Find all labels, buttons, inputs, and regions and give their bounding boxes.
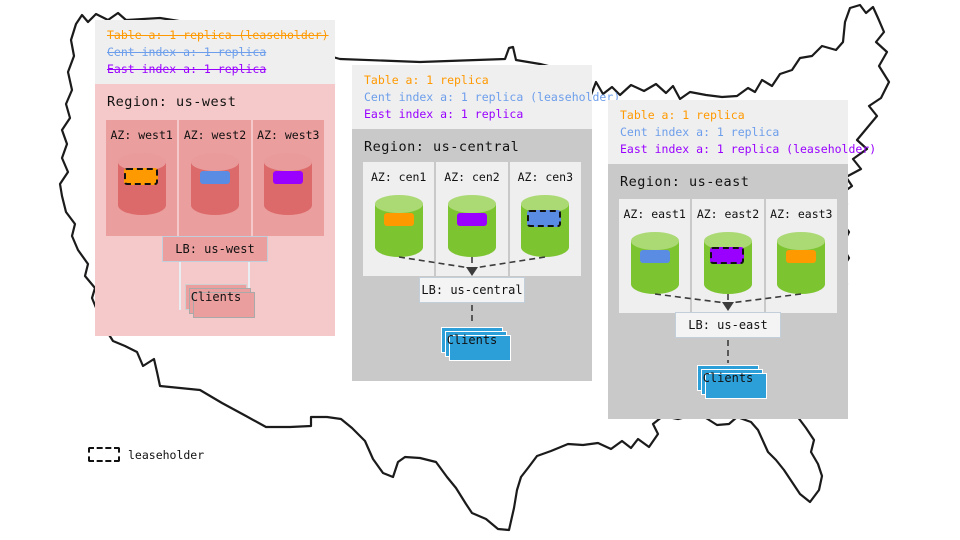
replica-line: East index a: 1 replica — [364, 107, 524, 121]
region-box-us-central: Region: us-central AZ: cen1 AZ: cen2 — [352, 129, 592, 381]
database-cylinder — [703, 232, 752, 294]
replica-chip — [709, 247, 744, 264]
database-cylinder — [374, 195, 423, 257]
region-box-us-east: Region: us-east AZ: east1 AZ: east2 — [608, 164, 848, 419]
database-cylinder — [190, 153, 239, 215]
replica-chip — [786, 250, 817, 263]
replica-chip — [527, 210, 562, 227]
load-balancer-us-east: LB: us-east — [675, 312, 781, 338]
az-label: AZ: cen2 — [444, 170, 500, 184]
replica-info-us-west: Table a: 1 replica (leaseholder) Cent in… — [95, 20, 335, 84]
az-panel-east2: AZ: east2 — [692, 199, 764, 313]
region-group-us-east: Table a: 1 replica Cent index a: 1 repli… — [608, 100, 877, 419]
replica-line: Table a: 1 replica — [620, 108, 745, 122]
az-label: AZ: west2 — [183, 128, 247, 142]
replica-line: Cent index a: 1 replica — [107, 45, 267, 59]
leaseholder-swatch-icon — [88, 447, 120, 462]
region-group-us-central: Table a: 1 replica Cent index a: 1 repli… — [352, 65, 621, 381]
az-label: AZ: east1 — [623, 207, 686, 221]
legend: leaseholder — [88, 447, 204, 462]
az-panel-east3: AZ: east3 — [765, 199, 837, 313]
replica-chip — [639, 250, 670, 263]
cylinder-top — [521, 195, 570, 213]
cylinder-top — [117, 153, 166, 171]
replica-line: East index a: 1 replica (leaseholder) — [620, 142, 877, 156]
replica-line: Table a: 1 replica (leaseholder) — [107, 28, 329, 42]
legend-label: leaseholder — [128, 447, 205, 462]
az-panel-west1: AZ: west1 — [106, 120, 178, 236]
region-title: Region: us-central — [364, 139, 520, 155]
replica-line: East index a: 1 replica — [107, 62, 267, 76]
region-group-us-west: Table a: 1 replica (leaseholder) Cent in… — [95, 20, 335, 336]
replica-line: Cent index a: 1 replica — [620, 125, 780, 139]
az-label: AZ: west1 — [110, 128, 173, 142]
database-cylinder — [117, 153, 166, 215]
database-cylinder — [777, 232, 826, 294]
az-panel-cen3: AZ: cen3 — [509, 162, 581, 276]
database-cylinder — [630, 232, 679, 294]
az-panel-east1: AZ: east1 — [619, 199, 691, 313]
az-row: AZ: west1 AZ: west2 AZ — [106, 120, 324, 236]
az-row: AZ: east1 AZ: east2 AZ — [619, 199, 837, 313]
clients-box-us-east: Clients — [697, 365, 767, 399]
clients-box-us-central: Clients — [441, 327, 511, 361]
connector-line — [248, 262, 250, 310]
replica-info-us-east: Table a: 1 replica Cent index a: 1 repli… — [608, 100, 877, 164]
region-title: Region: us-west — [107, 94, 237, 110]
region-box-us-west: Region: us-west AZ: west1 AZ: west2 — [95, 84, 335, 336]
database-cylinder — [447, 195, 496, 257]
replica-line: Table a: 1 replica — [364, 73, 489, 87]
replica-chip — [123, 168, 158, 185]
cylinder-top — [447, 195, 496, 213]
load-balancer-us-central: LB: us-central — [419, 277, 525, 303]
az-label: AZ: east3 — [770, 207, 833, 221]
load-balancer-us-west: LB: us-west — [162, 236, 268, 262]
database-cylinder — [521, 195, 570, 257]
clients-box-us-west: Clients — [185, 284, 255, 318]
az-panel-west3: AZ: west3 — [252, 120, 324, 236]
az-panel-west2: AZ: west2 — [179, 120, 251, 236]
replica-chip — [199, 171, 230, 184]
connector-line — [179, 262, 181, 310]
az-panel-cen2: AZ: cen2 — [436, 162, 508, 276]
cylinder-top — [190, 153, 239, 171]
replica-line: Cent index a: 1 replica (leaseholder) — [364, 90, 621, 104]
replica-chip — [383, 213, 414, 226]
az-label: AZ: cen3 — [517, 170, 574, 184]
replica-chip — [456, 213, 487, 226]
cylinder-top — [264, 153, 313, 171]
region-title: Region: us-east — [620, 174, 750, 190]
az-label: AZ: east2 — [696, 207, 760, 221]
cylinder-top — [630, 232, 679, 250]
replica-chip — [273, 171, 304, 184]
az-label: AZ: west3 — [257, 128, 320, 142]
az-row: AZ: cen1 AZ: cen2 AZ: — [363, 162, 581, 276]
cylinder-top — [777, 232, 826, 250]
cylinder-top — [703, 232, 752, 250]
az-label: AZ: cen1 — [370, 170, 427, 184]
database-cylinder — [264, 153, 313, 215]
replica-info-us-central: Table a: 1 replica Cent index a: 1 repli… — [352, 65, 621, 129]
cylinder-top — [374, 195, 423, 213]
az-panel-cen1: AZ: cen1 — [363, 162, 435, 276]
